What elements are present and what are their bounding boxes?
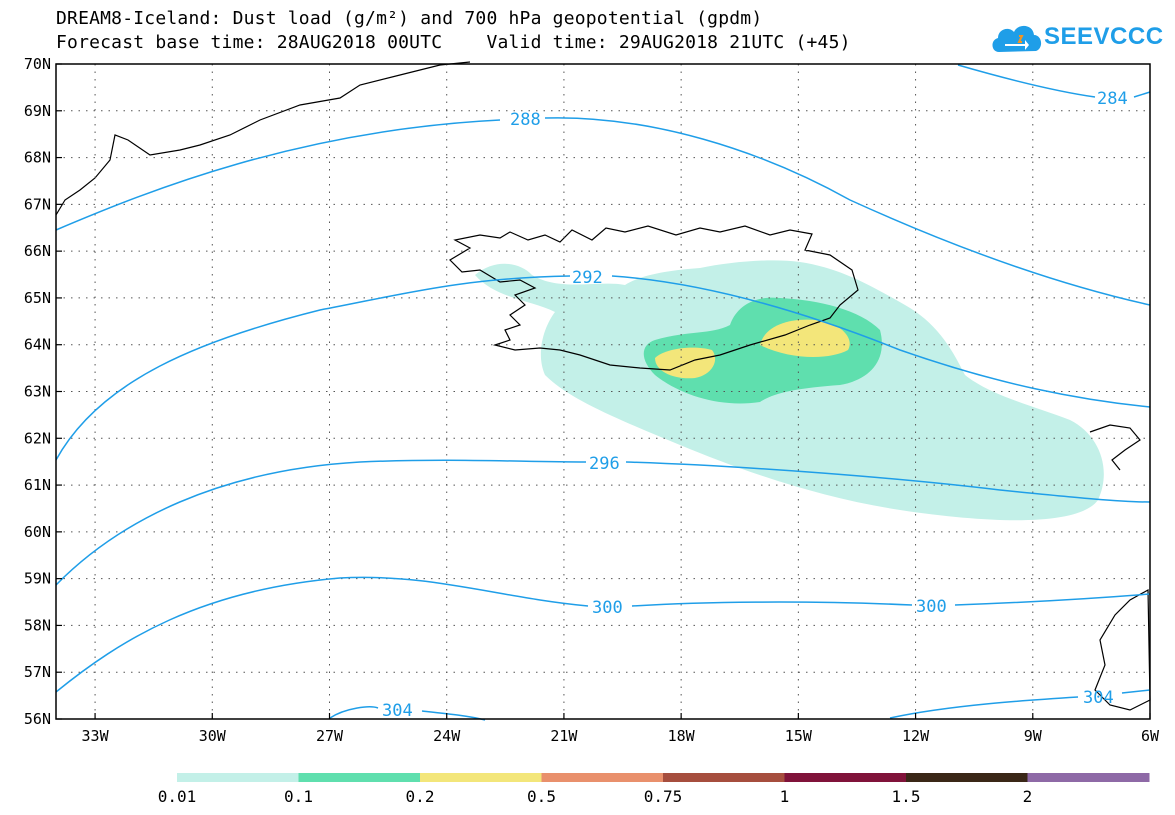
x-tick-label: 18W: [668, 727, 696, 745]
contour-288: [55, 117, 1151, 306]
map-axes: 33W 30W 27W 24W 21W 18W 15W 12W 9W 6W 70N 69N 68N 67N…: [24, 55, 1160, 745]
cloud-icon: [992, 25, 1042, 52]
legend-swatch: [177, 773, 299, 782]
legend-label: 0.2: [406, 787, 435, 806]
legend-label: 1.5: [892, 787, 921, 806]
colorbar-legend: 0.01 0.1 0.2 0.5 0.75 1 1.5 2: [158, 773, 1150, 806]
x-tick-label: 33W: [82, 727, 110, 745]
contour-label: 292: [572, 268, 603, 288]
contour-296: [55, 459, 1151, 586]
contour-304-b: [889, 689, 1151, 719]
y-tick-label: 66N: [24, 242, 51, 260]
contour-label: 304: [382, 701, 413, 721]
logo-text: SEEVCCC: [1044, 23, 1164, 50]
legend-swatch: [298, 773, 421, 782]
y-tick-label: 61N: [24, 476, 51, 494]
legend-swatch: [663, 773, 785, 782]
y-tick-label: 58N: [24, 616, 51, 634]
contour-label: 300: [592, 598, 623, 618]
y-tick-label: 70N: [24, 55, 51, 73]
y-tick-label: 59N: [24, 570, 51, 588]
map-subtitle: Forecast base time: 28AUG2018 00UTC Vali…: [56, 32, 851, 53]
contour-300-a: [55, 576, 913, 693]
x-tick-label: 15W: [785, 727, 813, 745]
legend-label: 2: [1023, 787, 1033, 806]
y-tick-label: 64N: [24, 336, 51, 354]
legend-label: 0.01: [158, 787, 197, 806]
coastline-greenland: [55, 61, 471, 216]
contour-label: 288: [510, 110, 541, 130]
dust-area-high-west: [655, 347, 716, 379]
contour-label: 300: [916, 597, 947, 617]
x-tick-label: 9W: [1024, 727, 1043, 745]
coastline-iceland: [449, 225, 859, 371]
contour-292: [55, 275, 1151, 461]
y-tick-label: 56N: [24, 710, 51, 728]
y-tick-label: 68N: [24, 149, 51, 167]
legend-swatch: [906, 773, 1028, 782]
x-tick-label: 30W: [199, 727, 227, 745]
legend-label: 0.5: [527, 787, 556, 806]
legend-swatch: [420, 773, 542, 782]
contour-labels: 284 288 292 296 300 300 304 304: [382, 89, 1128, 721]
dust-load-shading: [475, 260, 1104, 521]
dust-area-high-east: [760, 319, 850, 357]
legend-label: 0.1: [284, 787, 313, 806]
y-tick-label: 57N: [24, 663, 51, 681]
y-tick-label: 60N: [24, 523, 51, 541]
legend-label: 0.75: [644, 787, 683, 806]
x-tick-label: 24W: [433, 727, 461, 745]
contour-300-b: [954, 593, 1151, 606]
y-tick-label: 62N: [24, 429, 51, 447]
contour-label: 284: [1097, 89, 1128, 109]
legend-swatch: [1027, 773, 1150, 782]
x-tick-label: 27W: [316, 727, 344, 745]
y-tick-label: 67N: [24, 195, 51, 213]
contour-284: [957, 64, 1151, 98]
coastline-faroe: [1089, 424, 1141, 471]
x-tick-label: 21W: [550, 727, 578, 745]
contour-label: 304: [1083, 688, 1114, 708]
contour-label: 296: [589, 454, 620, 474]
y-tick-label: 69N: [24, 102, 51, 120]
y-tick-label: 65N: [24, 289, 51, 307]
y-tick-label: 63N: [24, 383, 51, 401]
legend-label: 1: [780, 787, 790, 806]
legend-swatch: [784, 773, 907, 782]
map-title: DREAM8-Iceland: Dust load (g/m²) and 700…: [56, 8, 763, 29]
x-tick-label: 6W: [1141, 727, 1160, 745]
x-tick-label: 12W: [902, 727, 930, 745]
legend-swatch: [541, 773, 664, 782]
